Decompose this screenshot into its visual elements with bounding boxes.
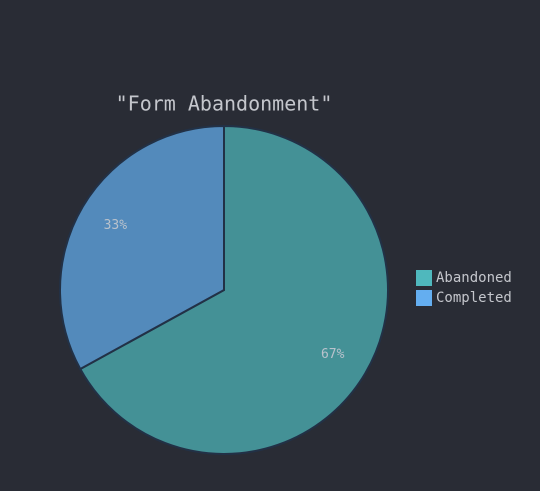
slice-label: 33% xyxy=(104,218,128,233)
slice-label: 67% xyxy=(321,347,345,362)
chart-title: "Form Abandonment" xyxy=(116,92,333,116)
pie-slice xyxy=(78,124,389,455)
pie-slice xyxy=(59,124,225,371)
legend-swatch xyxy=(416,270,432,286)
legend-swatch xyxy=(416,290,432,306)
legend-label: Abandoned xyxy=(436,270,512,286)
legend-label: Completed xyxy=(436,290,512,306)
